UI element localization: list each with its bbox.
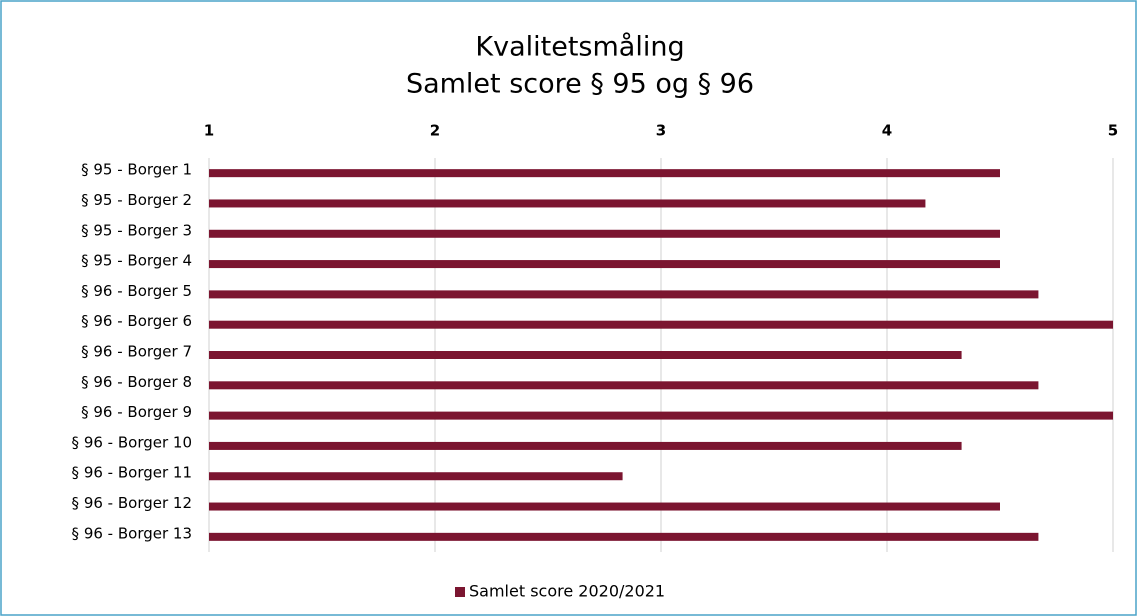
y-tick-label: § 95 - Borger 4 bbox=[81, 252, 192, 270]
bar bbox=[209, 260, 1000, 269]
x-tick-label: 1 bbox=[204, 122, 214, 140]
bar bbox=[209, 199, 926, 208]
y-tick-label: § 96 - Borger 6 bbox=[81, 312, 192, 330]
chart-subtitle: Samlet score § 95 og § 96 bbox=[406, 69, 754, 100]
y-tick-label: § 95 - Borger 1 bbox=[81, 161, 192, 179]
legend-label: Samlet score 2020/2021 bbox=[469, 582, 665, 601]
bar bbox=[209, 229, 1000, 238]
y-tick-label: § 96 - Borger 7 bbox=[81, 343, 192, 361]
x-tick-label: 5 bbox=[1108, 122, 1118, 140]
x-tick-label: 3 bbox=[656, 122, 666, 140]
y-tick-label: § 95 - Borger 3 bbox=[81, 221, 192, 239]
y-tick-label: § 96 - Borger 12 bbox=[72, 494, 192, 512]
y-tick-label: § 96 - Borger 9 bbox=[81, 403, 192, 421]
x-tick-label: 2 bbox=[430, 122, 440, 140]
bar bbox=[209, 411, 1113, 420]
y-tick-label: § 96 - Borger 10 bbox=[72, 433, 192, 451]
bar bbox=[209, 290, 1039, 299]
bar bbox=[209, 381, 1039, 390]
y-tick-label: § 96 - Borger 13 bbox=[72, 524, 192, 542]
bar bbox=[209, 320, 1113, 329]
bar bbox=[209, 502, 1000, 511]
y-tick-label: § 95 - Borger 2 bbox=[81, 191, 192, 209]
bar bbox=[209, 472, 623, 481]
chart-title: Kvalitetsmåling bbox=[475, 32, 684, 63]
bar bbox=[209, 169, 1000, 178]
y-tick-label: § 96 - Borger 5 bbox=[81, 282, 192, 300]
legend-swatch bbox=[455, 587, 465, 597]
y-tick-label: § 96 - Borger 8 bbox=[81, 373, 192, 391]
bar bbox=[209, 441, 962, 450]
bar bbox=[209, 532, 1039, 541]
x-tick-label: 4 bbox=[882, 122, 892, 140]
y-tick-label: § 96 - Borger 11 bbox=[72, 464, 192, 482]
bar bbox=[209, 351, 962, 359]
